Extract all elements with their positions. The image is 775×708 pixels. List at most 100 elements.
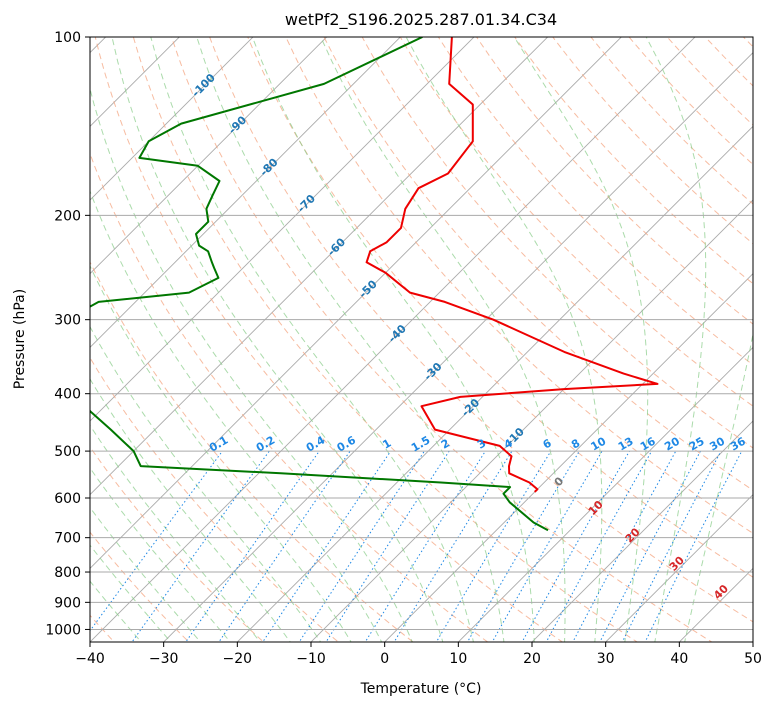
y-tick-label: 1000	[45, 622, 81, 638]
moist-adiabat	[405, 37, 603, 642]
isotherm-line	[90, 37, 401, 348]
dry-adiabat	[590, 37, 753, 205]
chart-title: wetPf2_S196.2025.287.01.34.C34	[285, 10, 557, 30]
dry-adiabat	[704, 37, 753, 87]
dry-adiabat	[323, 37, 753, 491]
y-tick-layer: 100 200 300 400 500 600 700 800 900 1000	[45, 30, 90, 638]
isotherm-line	[90, 37, 328, 275]
mixing-ratio-line	[644, 450, 743, 642]
isotherm-label: -30	[421, 360, 444, 383]
isotherm-label: -40	[386, 322, 409, 345]
y-tick-label: 400	[54, 387, 81, 403]
mixing-ratio-label: 8	[569, 437, 582, 452]
mixing-ratio-line	[262, 450, 392, 642]
profile-line	[365, 37, 659, 493]
mixing-ratio-line	[545, 450, 653, 642]
mixing-ratio-label: 6	[541, 436, 554, 451]
y-tick-label: 800	[54, 565, 81, 581]
x-axis-label: Temperature (°C)	[360, 681, 482, 697]
mixing-ratio-line	[393, 450, 513, 642]
isotherm-label: -20	[459, 396, 482, 419]
mixing-ratio-label: 2	[439, 437, 452, 452]
isotherm-line	[678, 567, 753, 642]
dry-adiabat	[94, 37, 564, 642]
dry-adiabat	[769, 24, 775, 654]
dry-adiabat	[628, 37, 753, 166]
mixing-ratio-label: 1	[380, 437, 393, 452]
x-tick-label: 0	[380, 651, 389, 667]
isotherm-line	[90, 37, 475, 422]
y-tick-label: 500	[54, 444, 81, 460]
isotherm-line	[531, 420, 753, 642]
isotherm-line	[605, 494, 753, 642]
dry-adiabat	[552, 37, 753, 245]
dry-adiabat	[90, 260, 414, 642]
moist-adiabat-label: 40	[711, 582, 731, 602]
plot-frame	[89, 36, 754, 643]
y-axis-label: Pressure (hPa)	[12, 289, 28, 389]
x-tick-label: −20	[223, 651, 253, 667]
dry-adiabat	[361, 37, 753, 449]
moist-adiabat	[513, 37, 649, 642]
isotherm-label: -50	[356, 277, 379, 300]
x-tick-label: 50	[744, 651, 762, 667]
dry-adiabat	[90, 152, 489, 642]
y-tick-label: 300	[54, 313, 81, 329]
mixing-ratio-line	[466, 450, 580, 642]
moist-adiabat-label: 20	[623, 525, 643, 545]
mixing-ratio-line	[325, 450, 450, 642]
moist-adiabat	[150, 37, 474, 642]
skewed-isotherm-layer	[90, 37, 753, 642]
moist-adiabat	[684, 331, 753, 642]
mixing-ratio-line	[435, 450, 552, 642]
moist-adiabat	[320, 37, 566, 642]
moist-adiabat	[90, 189, 383, 642]
isotherm-line	[90, 37, 696, 642]
mixing-ratio-line	[218, 450, 351, 642]
isotherm-line	[236, 125, 753, 642]
x-tick-label: 40	[670, 651, 688, 667]
y-tick-label: 600	[54, 491, 81, 507]
moist-adiabat	[90, 325, 322, 642]
isotherm-line	[310, 199, 753, 642]
moist-adiabat	[90, 506, 202, 642]
dry-adiabat	[90, 356, 340, 642]
dry-adiabat	[285, 37, 753, 534]
moist-adiabat	[90, 467, 231, 642]
dry-adiabat	[399, 37, 753, 407]
mixing-ratio-line	[185, 450, 320, 642]
x-tick-label: 20	[523, 651, 541, 667]
series-layer	[90, 37, 659, 532]
dry-adiabat	[132, 37, 639, 642]
dry-adiabat	[247, 37, 753, 578]
pressure-grid-layer	[90, 37, 753, 630]
isotherm-label: -100	[189, 71, 218, 100]
mixing-ratio-label: 3	[475, 437, 488, 452]
moist-adiabat	[251, 37, 535, 642]
mixing-ratio-line	[131, 450, 270, 642]
isotherm-line	[90, 37, 622, 569]
isotherm-line	[163, 52, 753, 642]
x-tick-label: −10	[296, 651, 326, 667]
moist-adiabat	[90, 378, 291, 642]
y-tick-label: 700	[54, 531, 81, 547]
moist-adiabat	[90, 544, 172, 642]
dry-adiabat	[90, 531, 190, 642]
mixing-ratio-line	[491, 450, 603, 642]
dry-adiabat-layer	[90, 24, 775, 654]
y-tick-label: 900	[54, 595, 81, 611]
isotherm-label: -70	[295, 192, 318, 215]
dry-adiabat	[209, 37, 753, 623]
profile-line	[90, 37, 549, 532]
dry-adiabat	[437, 37, 753, 366]
isotherm-line	[384, 273, 753, 642]
x-tick-label: −30	[149, 651, 179, 667]
isotherm-label: -90	[226, 113, 249, 136]
isotherm-line	[457, 346, 753, 642]
isotherm-label: -80	[257, 156, 280, 179]
moist-adiabat-layer	[90, 37, 753, 642]
moist-adiabat	[645, 37, 707, 642]
x-tick-label: −40	[75, 651, 105, 667]
moist-adiabat-label: 0	[552, 474, 567, 489]
